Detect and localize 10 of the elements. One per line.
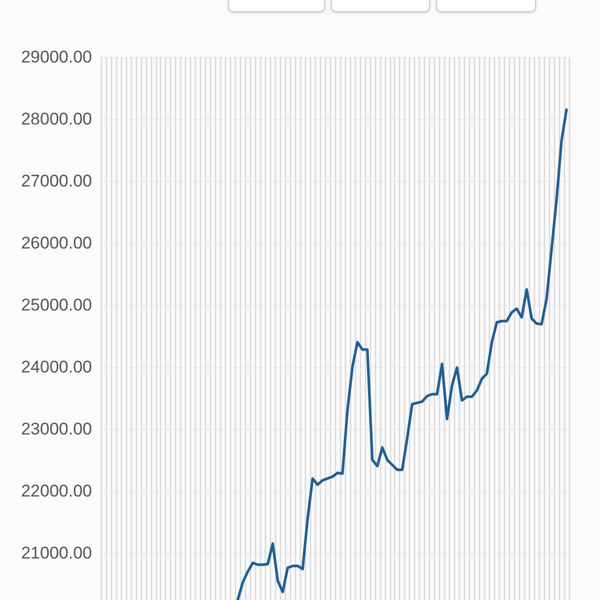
y-tick-label: 26000.00 <box>21 233 92 252</box>
y-tick-label: 25000.00 <box>21 295 92 314</box>
y-tick-label: 28000.00 <box>21 109 92 128</box>
line-series <box>236 108 568 600</box>
y-tick-label: 21000.00 <box>21 543 92 562</box>
y-tick-label: 29000.00 <box>21 48 92 66</box>
y-tick-label: 22000.00 <box>21 481 92 500</box>
y-tick-label: 23000.00 <box>21 419 92 438</box>
y-tick-label: 24000.00 <box>21 357 92 376</box>
y-tick-label: 27000.00 <box>21 171 92 190</box>
